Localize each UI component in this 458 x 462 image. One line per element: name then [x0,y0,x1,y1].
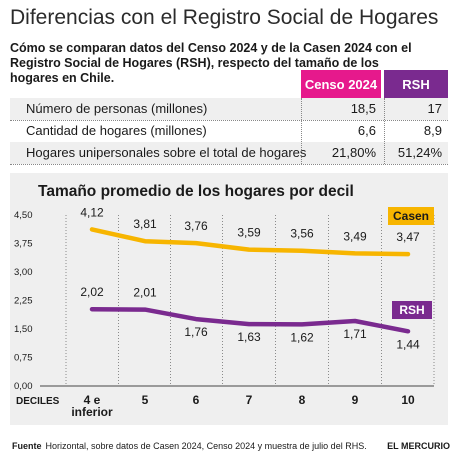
footer: Fuente Horizontal, sobre datos de Casen 2… [12,441,452,451]
row-label: Hogares unipersonales sobre el total de … [26,145,307,160]
table-row: Número de personas (millones) 18,5 17 [10,98,448,120]
row-divider [10,120,448,121]
page-title: Diferencias con el Registro Social de Ho… [10,6,439,29]
x-axis-title: DECILES [16,396,60,407]
data-label: 3,76 [184,219,208,233]
page-subtitle: Cómo se comparan datos del Censo 2024 y … [10,41,412,85]
footer-lead: Fuente [12,441,42,451]
footer-text: Horizontal, sobre datos de Casen 2024, C… [45,441,367,451]
chart-background [10,173,448,425]
x-tick-label: 10 [401,393,415,407]
x-tick-label: 9 [352,393,359,407]
data-label: 1,44 [396,337,420,351]
y-tick-label: 0,00 [14,381,33,392]
legend-tag [388,207,434,225]
column-divider [301,98,302,164]
data-label: 2,02 [80,285,104,299]
data-label: 3,47 [396,230,420,244]
data-label: 3,59 [237,226,261,240]
row-value-rsh: 17 [427,101,442,116]
data-label: 3,81 [133,217,157,231]
row-label: Cantidad de hogares (millones) [26,123,207,138]
x-tick-label: 6 [193,393,200,407]
series-line-casen [89,227,411,257]
brand-logo: EL MERCURIO [387,441,450,451]
data-label: 1,71 [343,327,367,341]
legend-tag [392,301,432,319]
data-label: 1,76 [184,325,208,339]
row-value-censo: 6,6 [357,123,376,138]
y-tick-label: 4,50 [14,210,33,221]
y-tick-label: 3,00 [14,267,33,278]
table-header-censo: Censo 2024 [301,70,381,98]
row-label: Número de personas (millones) [26,101,208,116]
x-tick-label: 4 e [84,393,101,407]
legend-label: RSH [399,303,424,317]
series-line-rsh [89,306,411,334]
table-header-rsh: RSH [384,70,448,98]
data-label: 1,62 [290,330,314,344]
x-tick-label: 7 [246,393,253,407]
row-value-censo: 21,80% [331,145,376,160]
row-value-censo: 18,5 [350,101,376,116]
row-value-rsh: 51,24% [397,145,442,160]
table-row: Cantidad de hogares (millones) 6,6 8,9 [10,120,448,142]
table-row: Hogares unipersonales sobre el total de … [10,142,448,164]
data-label: 3,56 [290,227,314,241]
chart-title: Tamaño promedio de los hogares por decil [38,183,354,200]
legend-label: Casen [393,209,429,223]
data-label: 2,01 [133,286,157,300]
y-tick-label: 3,75 [14,239,33,250]
data-label: 1,63 [237,330,261,344]
data-label: 4,12 [80,205,104,219]
y-tick-label: 1,50 [14,324,33,335]
x-tick-label: 5 [142,393,149,407]
column-divider [384,98,385,164]
y-tick-label: 0,75 [14,353,33,364]
x-tick-label: inferior [71,405,113,419]
y-tick-label: 2,25 [14,296,33,307]
x-tick-label: 8 [299,393,306,407]
row-divider [10,164,448,165]
row-value-rsh: 8,9 [423,123,442,138]
data-label: 3,49 [343,229,367,243]
